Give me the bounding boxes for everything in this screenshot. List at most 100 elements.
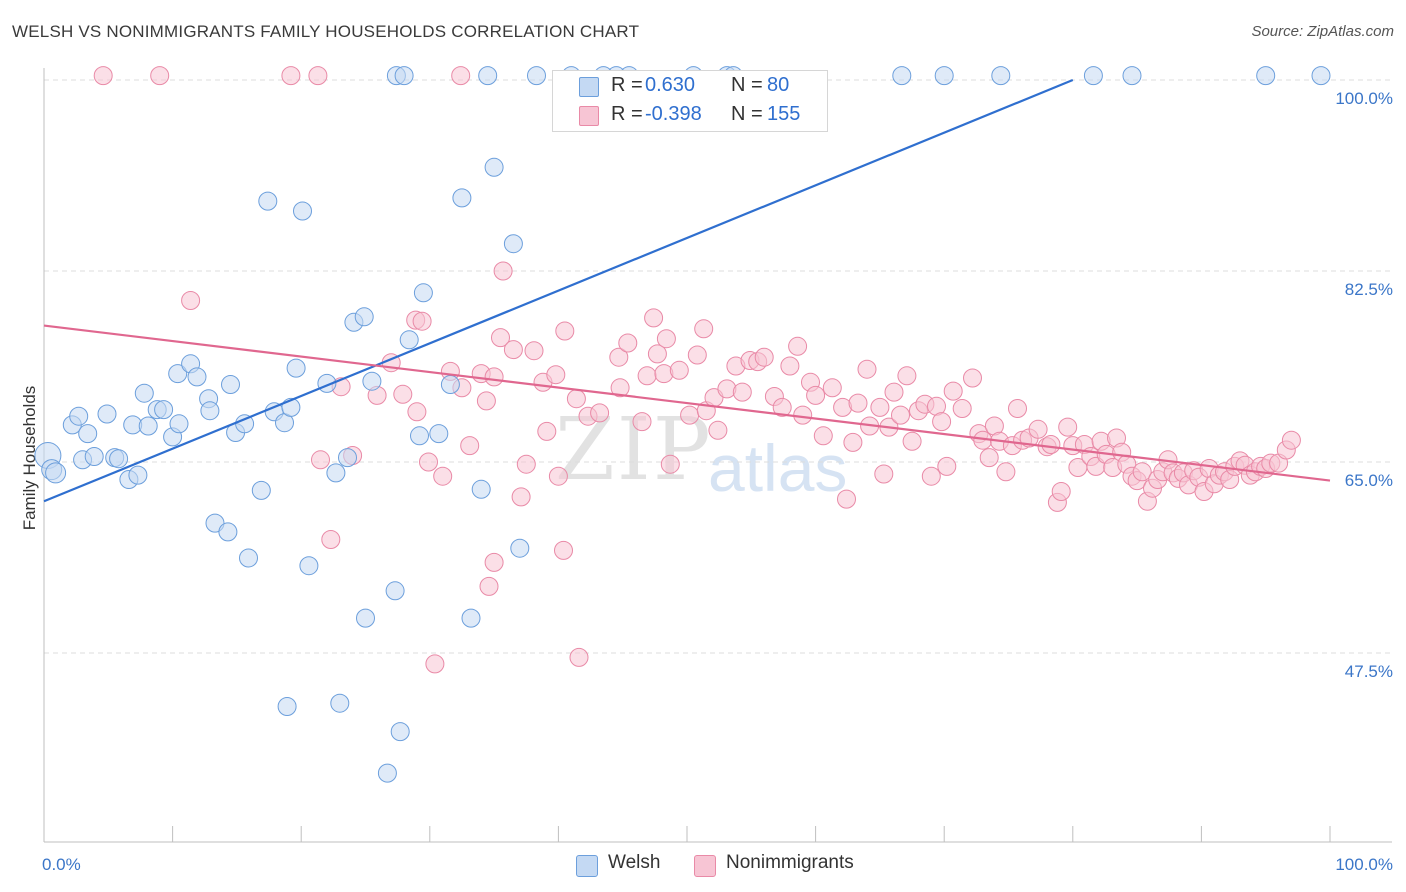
welsh-point bbox=[134, 383, 154, 403]
welsh-point bbox=[293, 201, 312, 221]
welsh-point bbox=[413, 283, 433, 303]
welsh-point bbox=[97, 404, 117, 424]
nonimmigrants-point bbox=[548, 466, 568, 486]
welsh-point bbox=[440, 375, 460, 394]
welsh-point bbox=[109, 449, 129, 469]
nonimmigrants-point bbox=[694, 319, 714, 339]
nonimmigrants-point bbox=[476, 391, 496, 411]
nonimmigrants-point bbox=[524, 341, 544, 361]
welsh-n-label: N = bbox=[731, 74, 763, 96]
nonimmigrants-point bbox=[870, 397, 890, 417]
nonimmigrants-point bbox=[311, 450, 330, 470]
nonimmigrants-point bbox=[516, 454, 536, 474]
nonimmigrants-point bbox=[837, 489, 856, 509]
welsh-trend-line bbox=[43, 78, 1074, 503]
welsh-point bbox=[69, 406, 89, 426]
welsh-point bbox=[168, 364, 188, 384]
welsh-point bbox=[934, 66, 954, 86]
welsh-point bbox=[221, 375, 240, 394]
nonimmigrants-point bbox=[569, 647, 589, 667]
nonimmigrants-point bbox=[780, 356, 800, 376]
nonimmigrants-point bbox=[281, 66, 301, 86]
welsh-point bbox=[377, 763, 397, 783]
nonimmigrants-point bbox=[479, 576, 499, 596]
nonimmigrants-point bbox=[874, 464, 894, 484]
nonimmigrants-point bbox=[321, 530, 341, 549]
y-tick-label: 100.0% bbox=[1335, 89, 1393, 108]
nonimmigrants-point bbox=[843, 432, 863, 452]
nonimmigrants-point bbox=[932, 412, 952, 432]
nonimmigrants-point bbox=[717, 379, 737, 399]
nonimm-n-label: N = bbox=[731, 103, 763, 125]
welsh-point bbox=[286, 358, 306, 378]
welsh-point bbox=[394, 66, 414, 86]
welsh-point bbox=[78, 424, 98, 444]
welsh-point bbox=[503, 234, 523, 254]
welsh-legend-swatch bbox=[576, 855, 598, 877]
welsh-n-value: 80 bbox=[767, 74, 790, 96]
welsh-point bbox=[187, 367, 207, 387]
nonimmigrants-point bbox=[897, 366, 917, 386]
nonimmigrants-point bbox=[1281, 430, 1301, 450]
nonimmigrants-point bbox=[308, 66, 328, 86]
correlation-legend: R = 0.630 N = 80 R = -0.398 N = 155 bbox=[552, 70, 828, 132]
welsh-point bbox=[330, 693, 350, 713]
nonimmigrants-point bbox=[412, 311, 432, 331]
nonimmigrants-point bbox=[902, 431, 922, 451]
welsh-point bbox=[45, 462, 67, 484]
y-tick-label: 65.0% bbox=[1345, 471, 1393, 490]
welsh-point bbox=[200, 401, 220, 421]
welsh-r-value: 0.630 bbox=[645, 74, 696, 96]
nonimmigrants-point bbox=[566, 389, 586, 409]
nonimmigrants-point bbox=[806, 385, 826, 405]
welsh-point bbox=[385, 581, 405, 601]
nonimmigrants-point bbox=[822, 378, 842, 398]
nonimmigrants-point bbox=[537, 421, 557, 441]
nonimmigrants-point bbox=[656, 329, 676, 349]
welsh-point bbox=[154, 400, 174, 420]
nonimmigrants-point bbox=[884, 382, 904, 402]
nonimmigrants-point bbox=[433, 466, 453, 486]
nonimm-n-value: 155 bbox=[767, 103, 801, 125]
nonimmigrants-swatch bbox=[579, 106, 599, 126]
chart-title: WELSH VS NONIMMIGRANTS FAMILY HOUSEHOLDS… bbox=[12, 22, 640, 41]
nonimmigrants-point bbox=[660, 454, 680, 474]
y-tick-label: 82.5% bbox=[1345, 280, 1393, 299]
nonimmigrants-point bbox=[680, 405, 700, 425]
welsh-point bbox=[354, 307, 374, 327]
welsh-point bbox=[138, 416, 158, 436]
nonimmigrants-point bbox=[654, 364, 674, 384]
welsh-points bbox=[34, 66, 1331, 783]
nonimmigrants-point bbox=[393, 384, 413, 404]
welsh-legend-label: Welsh bbox=[608, 852, 661, 873]
nonimmigrants-point bbox=[1051, 482, 1071, 501]
nonimmigrants-point bbox=[546, 365, 566, 385]
welsh-point bbox=[1256, 66, 1276, 86]
welsh-point bbox=[510, 538, 530, 558]
nonimmigrants-point bbox=[644, 308, 664, 328]
nonimmigrants-point bbox=[732, 382, 752, 402]
nonimmigrants-points bbox=[93, 66, 1301, 674]
nonimm-r-label: R = bbox=[611, 103, 643, 125]
nonimmigrants-point bbox=[419, 452, 438, 472]
welsh-point bbox=[1122, 66, 1142, 86]
nonimmigrants-point bbox=[484, 367, 504, 387]
welsh-point bbox=[128, 465, 148, 485]
nonimmigrants-point bbox=[772, 397, 792, 417]
nonimmigrants-point bbox=[484, 552, 504, 572]
nonimmigrants-point bbox=[632, 412, 652, 432]
nonimmigrants-legend-swatch bbox=[694, 855, 716, 877]
welsh-point bbox=[410, 426, 429, 446]
welsh-point bbox=[277, 697, 297, 716]
welsh-point bbox=[452, 188, 472, 208]
nonimmigrants-point bbox=[754, 347, 774, 367]
nonimmigrants-point bbox=[1041, 435, 1061, 454]
nonimmigrants-point bbox=[1028, 419, 1048, 439]
y-tick-label: 47.5% bbox=[1345, 662, 1393, 681]
nonimmigrants-point bbox=[590, 403, 610, 423]
welsh-point bbox=[461, 608, 481, 628]
welsh-point bbox=[484, 157, 504, 177]
source-label: Source: ZipAtlas.com bbox=[1251, 23, 1394, 40]
nonimmigrants-point bbox=[555, 321, 575, 341]
